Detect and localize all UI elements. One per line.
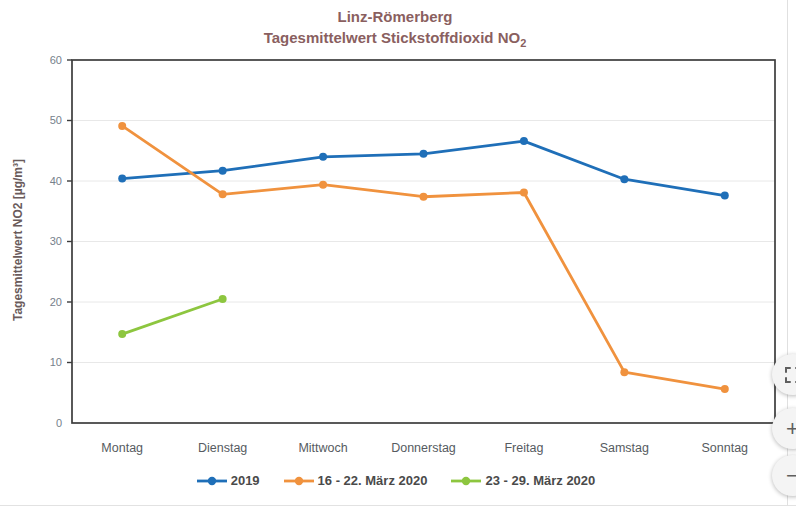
legend-label: 16 - 22. März 2020	[318, 473, 428, 488]
legend-label: 23 - 29. März 2020	[485, 473, 595, 488]
bottom-separator	[0, 505, 796, 506]
x-tick-label: Montag	[67, 441, 177, 455]
y-tick-label: 0	[28, 417, 62, 429]
y-tick-label: 50	[28, 114, 62, 126]
x-tick-label: Sonntag	[670, 441, 780, 455]
minus-icon: −	[786, 465, 796, 487]
legend-item: 23 - 29. März 2020	[449, 473, 595, 488]
plus-icon: +	[786, 418, 796, 440]
legend-marker	[449, 474, 483, 488]
legend: 2019 16 - 22. März 2020 23 - 29. März 20…	[0, 473, 790, 488]
legend-marker	[195, 474, 229, 488]
fit-to-screen-icon	[784, 366, 796, 384]
x-tick-label: Mittwoch	[268, 441, 378, 455]
legend-item: 2019	[195, 473, 260, 488]
chart-canvas: Linz-Römerberg Tagesmittelwert Stickstof…	[0, 0, 796, 521]
y-tick-label: 10	[28, 356, 62, 368]
y-tick-label: 40	[28, 175, 62, 187]
y-tick-label: 60	[28, 54, 62, 66]
legend-label: 2019	[231, 473, 260, 488]
legend-item: 16 - 22. März 2020	[282, 473, 428, 488]
y-tick-label: 30	[28, 235, 62, 247]
legend-marker	[282, 474, 316, 488]
x-tick-label: Samstag	[569, 441, 679, 455]
x-tick-label: Freitag	[469, 441, 579, 455]
x-tick-label: Donnerstag	[369, 441, 479, 455]
y-tick-label: 20	[28, 296, 62, 308]
x-tick-label: Dienstag	[168, 441, 278, 455]
